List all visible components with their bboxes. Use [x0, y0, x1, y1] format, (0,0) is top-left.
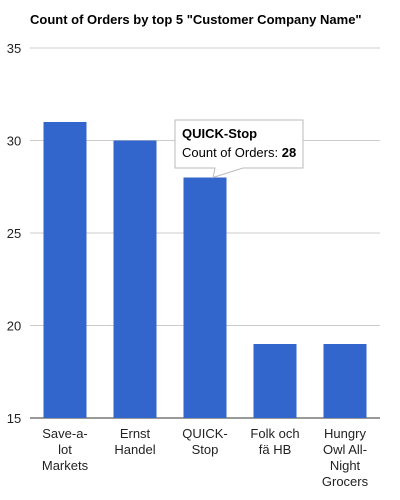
chart-title: Count of Orders by top 5 "Customer Compa…: [30, 12, 362, 27]
y-tick-label: 30: [7, 134, 21, 149]
y-tick-label: 35: [7, 41, 21, 56]
x-axis-ticks: Save-a-lot Markets Ernst Handel QUICK-Stop Fo…: [42, 426, 369, 489]
tooltip: QUICK-Stop Count of Orders: 28: [174, 119, 304, 179]
y-axis-ticks: 15 20 25 30 35: [7, 41, 21, 426]
tooltip-title: QUICK-Stop: [182, 126, 257, 141]
tooltip-box: [174, 119, 304, 179]
y-tick-label: 25: [7, 226, 21, 241]
x-tick-label: Save-a-lot Markets: [42, 426, 89, 473]
bar[interactable]: [253, 344, 297, 418]
x-tick-label: QUICK-Stop: [182, 426, 228, 457]
tooltip-value-line: Count of Orders: 28: [182, 145, 296, 160]
bar[interactable]: [323, 344, 367, 418]
bar[interactable]: [113, 140, 157, 419]
y-tick-label: 15: [7, 411, 21, 426]
x-tick-label: Hungry Owl All-Night Grocers: [322, 426, 369, 489]
bar[interactable]: [183, 177, 227, 419]
x-tick-label: Folk och fä HB: [250, 426, 299, 457]
bar[interactable]: [43, 122, 87, 418]
bars: [43, 122, 367, 419]
y-tick-label: 20: [7, 319, 21, 334]
x-tick-label: Ernst Handel: [114, 426, 155, 457]
